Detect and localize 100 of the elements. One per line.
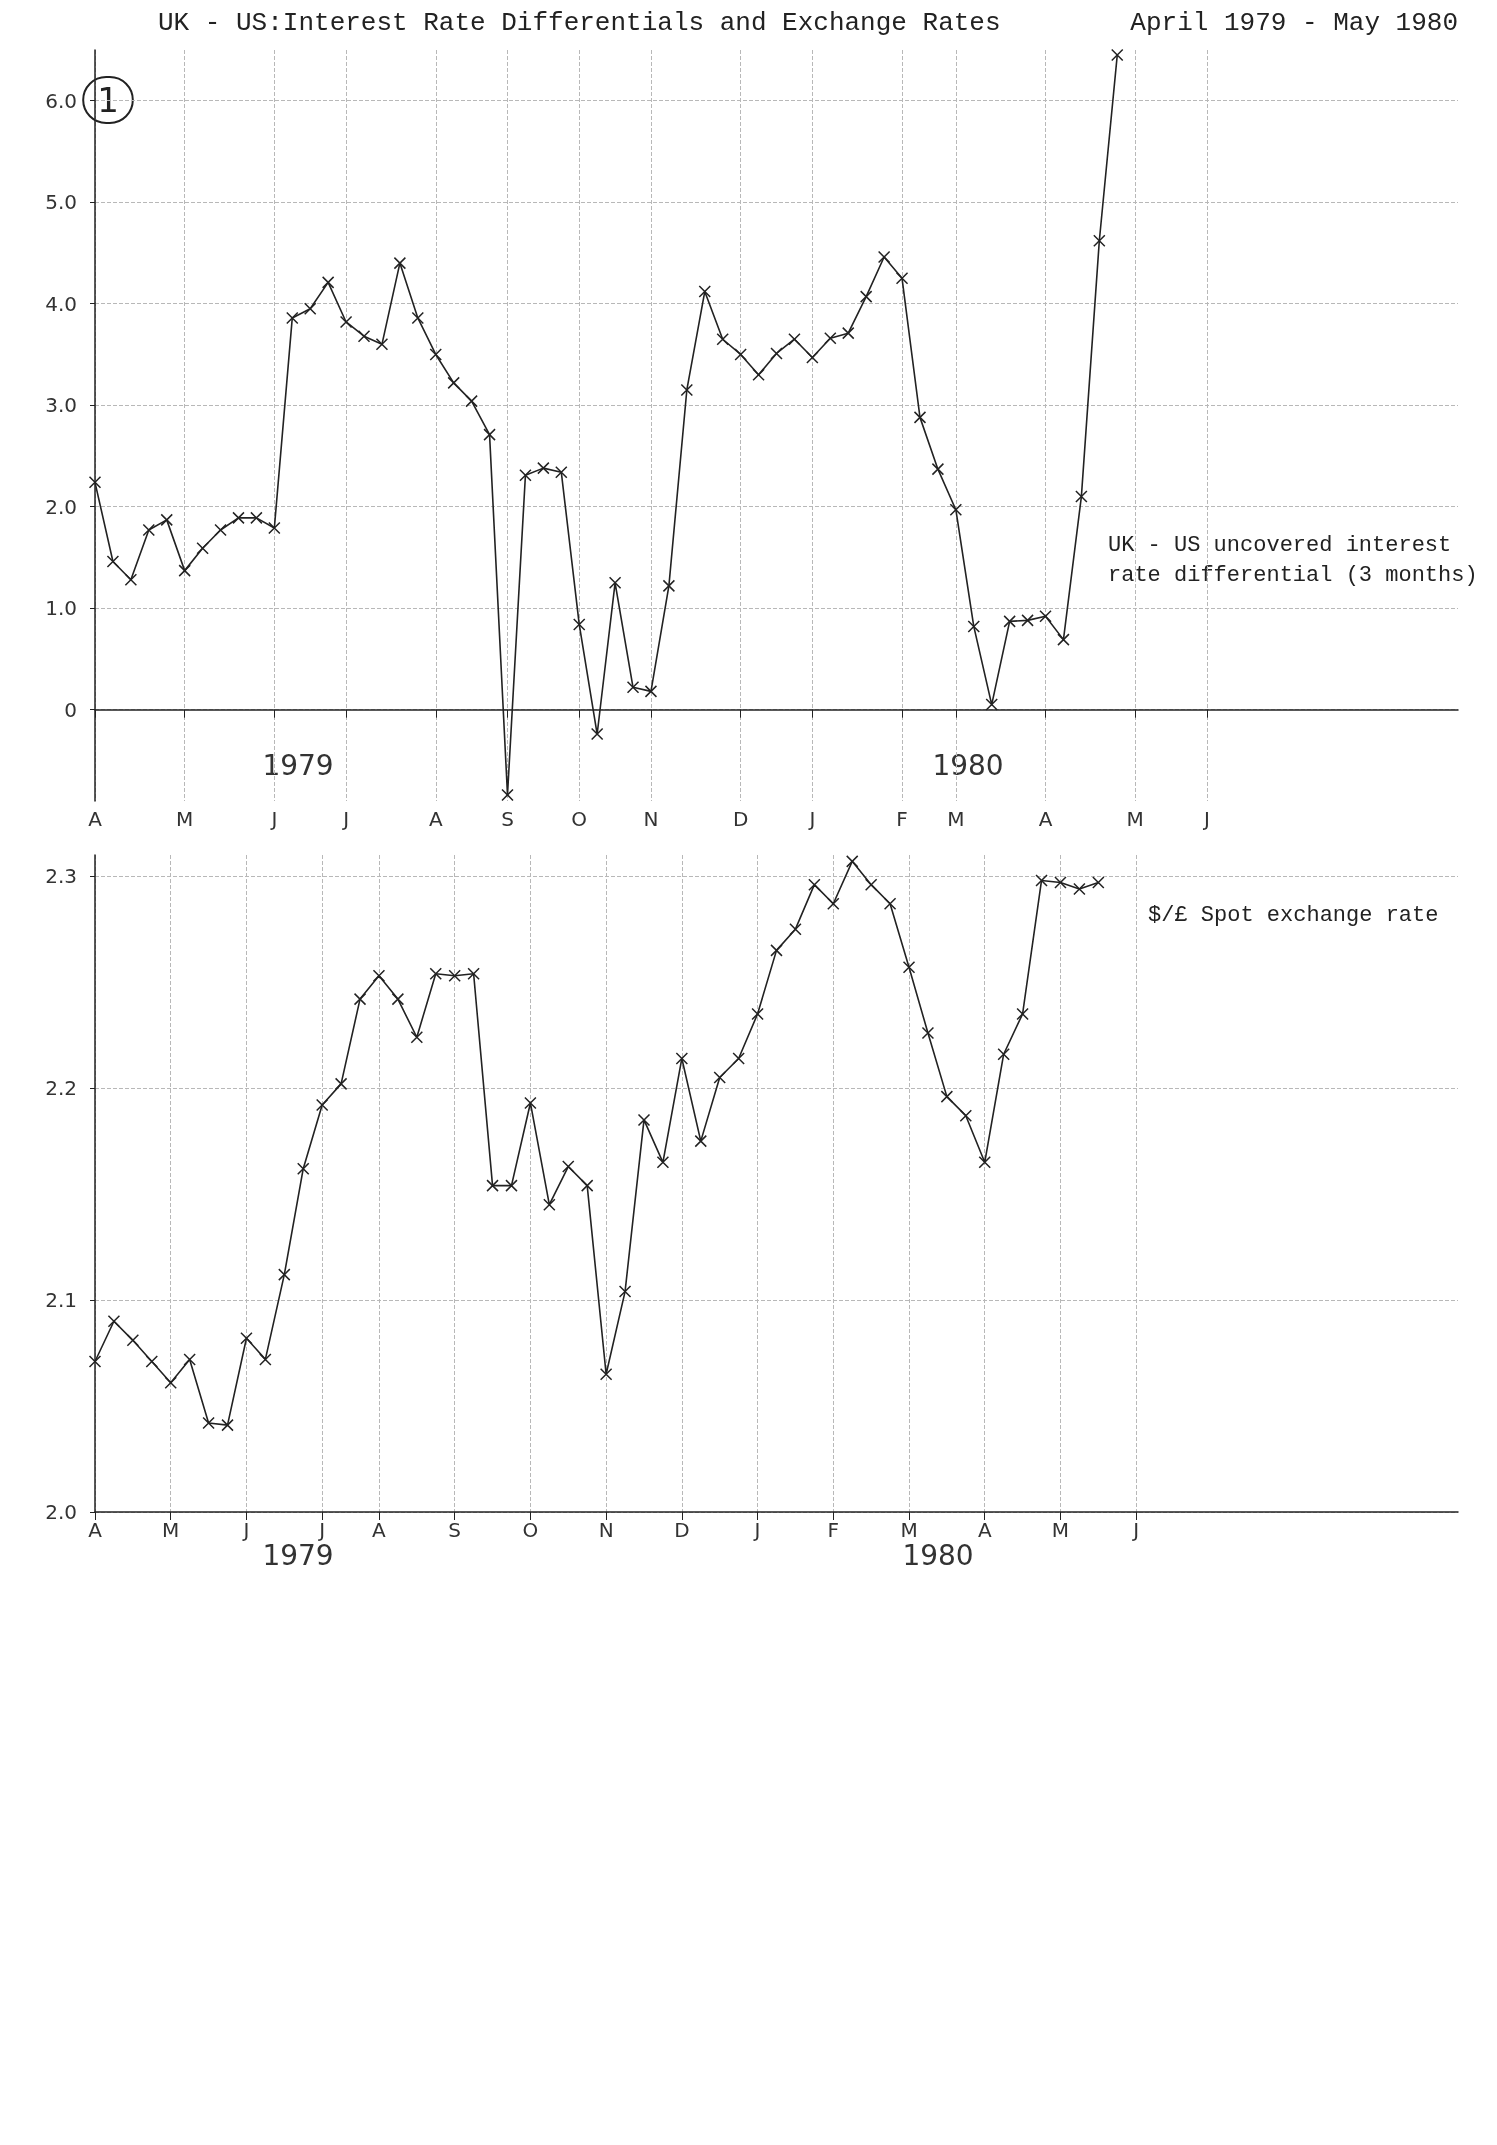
point: [680, 383, 694, 397]
x-tick-label: A: [428, 807, 443, 831]
x-tick-label: A: [1038, 807, 1053, 831]
point: [985, 698, 998, 711]
point: [505, 1179, 518, 1192]
point: [877, 250, 891, 264]
point: [1093, 234, 1106, 248]
point: [142, 523, 156, 537]
point: [827, 897, 840, 910]
point: [949, 503, 963, 516]
point: [183, 1353, 196, 1366]
x-tick-label: D: [732, 807, 749, 831]
point: [524, 1096, 537, 1110]
x-tick-label: M: [947, 807, 965, 831]
point: [221, 1418, 234, 1432]
x-tick-label: M: [162, 1518, 180, 1542]
point: [997, 1047, 1010, 1061]
x-tick-label: N: [643, 807, 659, 831]
point: [940, 1090, 954, 1103]
point: [734, 348, 747, 361]
point: [845, 855, 859, 868]
point: [599, 1367, 613, 1381]
point: [447, 376, 460, 390]
point: [391, 992, 405, 1006]
point: [732, 1052, 745, 1065]
point: [555, 465, 568, 479]
point: [232, 511, 245, 525]
x-tick-label: J: [269, 807, 278, 831]
chart-title: UK - US:Interest Rate Differentials and Exchange Rates: [158, 8, 1001, 38]
point: [296, 1162, 310, 1175]
point: [286, 311, 299, 325]
point: [107, 1315, 121, 1328]
point: [1016, 1007, 1029, 1021]
point: [883, 897, 897, 910]
point: [501, 788, 514, 802]
y-tick-label: 2.1: [45, 1288, 77, 1313]
point: [339, 315, 353, 329]
point: [448, 969, 461, 983]
point: [1092, 876, 1105, 889]
x-tick-label: J: [807, 807, 816, 831]
point: [393, 256, 407, 270]
x-tick-label: N: [598, 1518, 614, 1542]
y-tick-label: 2.0: [45, 494, 77, 519]
point: [160, 513, 173, 527]
point: [656, 1156, 670, 1169]
point: [789, 922, 802, 936]
point: [698, 285, 712, 298]
x-tick-label: A: [372, 1518, 387, 1542]
point: [334, 1077, 348, 1091]
point: [214, 523, 227, 537]
point: [1073, 882, 1086, 896]
point: [572, 618, 586, 631]
point: [410, 1031, 424, 1044]
x-tick-label: J: [241, 1518, 250, 1542]
point: [483, 428, 496, 441]
annotation: 1979: [262, 748, 334, 782]
point: [913, 411, 927, 424]
x-tick-label: D: [674, 1518, 690, 1542]
point: [315, 1098, 329, 1112]
point: [770, 944, 783, 957]
point: [202, 1416, 215, 1430]
point: [751, 1007, 764, 1021]
point: [240, 1331, 253, 1345]
point: [321, 276, 335, 289]
y-tick-label: 3.0: [45, 393, 77, 418]
point: [357, 329, 371, 343]
point: [106, 555, 120, 568]
y-tick-label: 2.2: [45, 1076, 77, 1101]
point: [675, 1052, 689, 1065]
point: [429, 967, 442, 980]
point: [1035, 874, 1048, 887]
point: [486, 1179, 499, 1192]
point: [608, 576, 622, 590]
y-tick-label: 1.0: [45, 596, 77, 621]
x-tick-label: A: [977, 1518, 992, 1542]
point: [268, 521, 281, 535]
point: [716, 332, 729, 346]
x-tick-label: O: [522, 1518, 539, 1542]
point: [662, 579, 676, 593]
y-tick-label: 2.0: [45, 1500, 77, 1524]
text: $/£ Spot exchange rate: [1148, 902, 1439, 928]
point: [644, 685, 658, 698]
point: [895, 272, 909, 285]
point: [618, 1285, 632, 1298]
point: [562, 1160, 575, 1173]
point: [1111, 48, 1124, 62]
x-tick-label: J: [752, 1518, 761, 1542]
point: [1075, 490, 1088, 503]
y-tick-label: 5.0: [45, 190, 77, 215]
point: [303, 302, 317, 316]
point: [126, 1334, 140, 1347]
x-tick-label: M: [1126, 807, 1144, 831]
point: [1021, 614, 1034, 627]
point: [375, 338, 389, 351]
annotation: 1: [97, 80, 119, 120]
point: [959, 1109, 973, 1122]
point: [429, 348, 442, 361]
point: [770, 347, 783, 360]
x-tick-label: J: [341, 807, 350, 831]
point: [590, 727, 604, 741]
